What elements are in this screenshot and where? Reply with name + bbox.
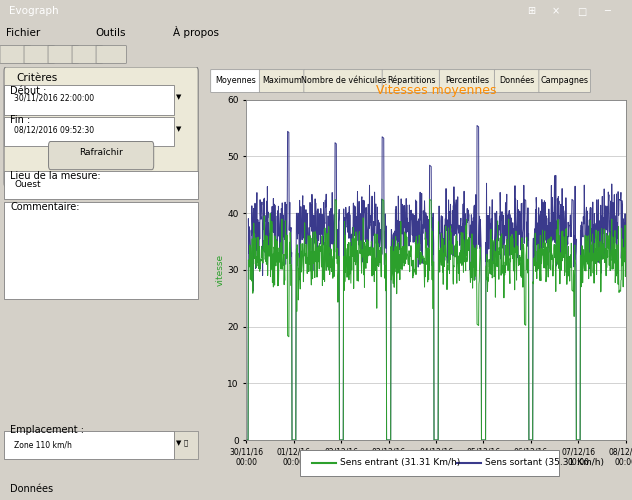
Text: Rafraîchir: Rafraîchir: [79, 148, 123, 157]
Text: Zone 110 km/h: Zone 110 km/h: [14, 440, 72, 450]
Text: ─: ─: [604, 6, 610, 16]
FancyBboxPatch shape: [439, 70, 495, 92]
FancyBboxPatch shape: [4, 172, 198, 200]
Text: Maximum: Maximum: [262, 76, 302, 84]
FancyBboxPatch shape: [96, 46, 126, 64]
Text: Début :: Début :: [10, 86, 47, 96]
FancyBboxPatch shape: [24, 46, 54, 64]
Text: Outils: Outils: [95, 28, 126, 38]
FancyBboxPatch shape: [48, 46, 78, 64]
FancyBboxPatch shape: [0, 46, 30, 64]
FancyBboxPatch shape: [4, 116, 174, 146]
FancyBboxPatch shape: [494, 70, 540, 92]
FancyBboxPatch shape: [174, 432, 198, 460]
Text: À propos: À propos: [173, 26, 219, 38]
FancyBboxPatch shape: [382, 70, 440, 92]
Text: Ouest: Ouest: [14, 180, 41, 188]
Text: Lieu de la mesure:: Lieu de la mesure:: [10, 172, 100, 181]
Text: 30/11/2016 22:00:00: 30/11/2016 22:00:00: [14, 94, 94, 103]
Text: Données: Données: [10, 484, 53, 494]
FancyBboxPatch shape: [4, 432, 174, 460]
FancyBboxPatch shape: [539, 70, 590, 92]
Text: Emplacement :: Emplacement :: [10, 425, 84, 435]
FancyBboxPatch shape: [4, 67, 198, 187]
FancyBboxPatch shape: [304, 70, 383, 92]
Text: Données: Données: [499, 76, 535, 84]
FancyBboxPatch shape: [210, 70, 260, 92]
Text: □: □: [577, 6, 586, 16]
Text: Campagnes: Campagnes: [540, 76, 588, 84]
Text: Sens entrant (31.31 Km/h): Sens entrant (31.31 Km/h): [339, 458, 460, 468]
Text: Sens sortant (35.31 Km/h): Sens sortant (35.31 Km/h): [485, 458, 604, 468]
FancyBboxPatch shape: [72, 46, 102, 64]
FancyBboxPatch shape: [4, 85, 174, 114]
Y-axis label: vitesse: vitesse: [216, 254, 224, 286]
Text: ×: ×: [552, 6, 560, 16]
Text: Evograph: Evograph: [9, 6, 59, 16]
Text: Commentaire:: Commentaire:: [10, 202, 80, 211]
Text: Répartitions: Répartitions: [387, 76, 435, 85]
Text: Critères: Critères: [16, 73, 58, 83]
Text: 08/12/2016 09:52:30: 08/12/2016 09:52:30: [14, 126, 94, 135]
FancyBboxPatch shape: [300, 450, 559, 475]
Text: ▼: ▼: [176, 440, 181, 446]
Text: Nombre de véhicules: Nombre de véhicules: [301, 76, 386, 84]
Text: ⊞: ⊞: [527, 6, 535, 16]
Text: Percentiles: Percentiles: [446, 76, 489, 84]
Title: Vitesses moyennes: Vitesses moyennes: [376, 84, 496, 97]
Text: ▼: ▼: [176, 94, 181, 100]
Text: ▼: ▼: [176, 126, 181, 132]
Text: 🌐: 🌐: [184, 440, 188, 446]
FancyBboxPatch shape: [49, 142, 154, 170]
Text: Moyennes: Moyennes: [215, 76, 256, 84]
FancyBboxPatch shape: [4, 202, 198, 299]
FancyBboxPatch shape: [259, 70, 305, 92]
Text: Fin :: Fin :: [10, 114, 30, 124]
Text: Fichier: Fichier: [6, 28, 40, 38]
